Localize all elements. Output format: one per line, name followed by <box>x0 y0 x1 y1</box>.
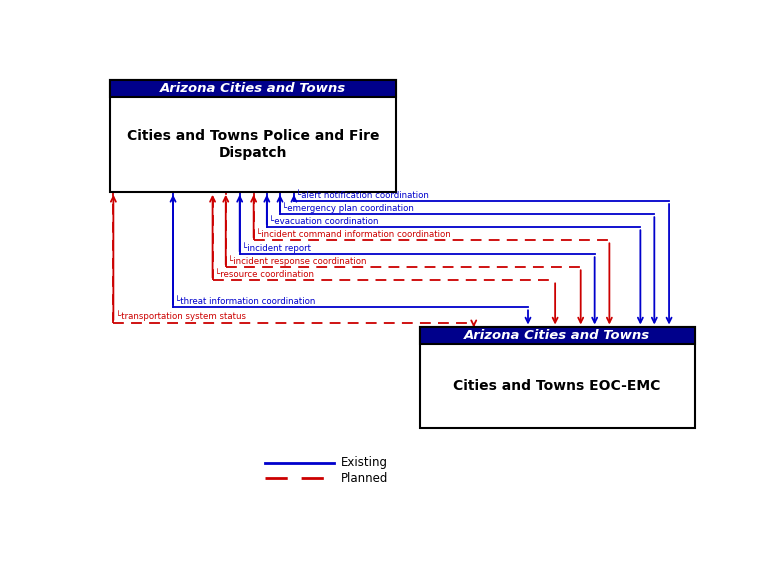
Text: └threat information coordination: └threat information coordination <box>175 297 316 306</box>
Text: Arizona Cities and Towns: Arizona Cities and Towns <box>464 329 650 342</box>
Text: Planned: Planned <box>341 472 388 485</box>
Text: └emergency plan coordination: └emergency plan coordination <box>283 202 414 212</box>
Text: Arizona Cities and Towns: Arizona Cities and Towns <box>160 82 346 95</box>
Bar <box>420 328 695 345</box>
Bar <box>420 328 695 427</box>
Bar <box>110 80 396 192</box>
Text: Cities and Towns Police and Fire
Dispatch: Cities and Towns Police and Fire Dispatc… <box>127 130 379 160</box>
Bar <box>420 328 695 345</box>
Text: Existing: Existing <box>341 456 388 470</box>
Text: └transportation system status: └transportation system status <box>116 310 246 321</box>
Text: └incident command information coordination: └incident command information coordinati… <box>256 230 451 239</box>
Bar <box>110 80 396 97</box>
Text: └incident response coordination: └incident response coordination <box>228 255 366 266</box>
Text: Cities and Towns EOC-EMC: Cities and Towns EOC-EMC <box>453 379 661 393</box>
Text: └alert notification coordination: └alert notification coordination <box>296 190 429 200</box>
Bar <box>110 80 396 97</box>
Text: └resource coordination: └resource coordination <box>215 270 314 279</box>
Text: └incident report: └incident report <box>242 242 311 253</box>
Text: └evacuation coordination: └evacuation coordination <box>269 217 379 226</box>
